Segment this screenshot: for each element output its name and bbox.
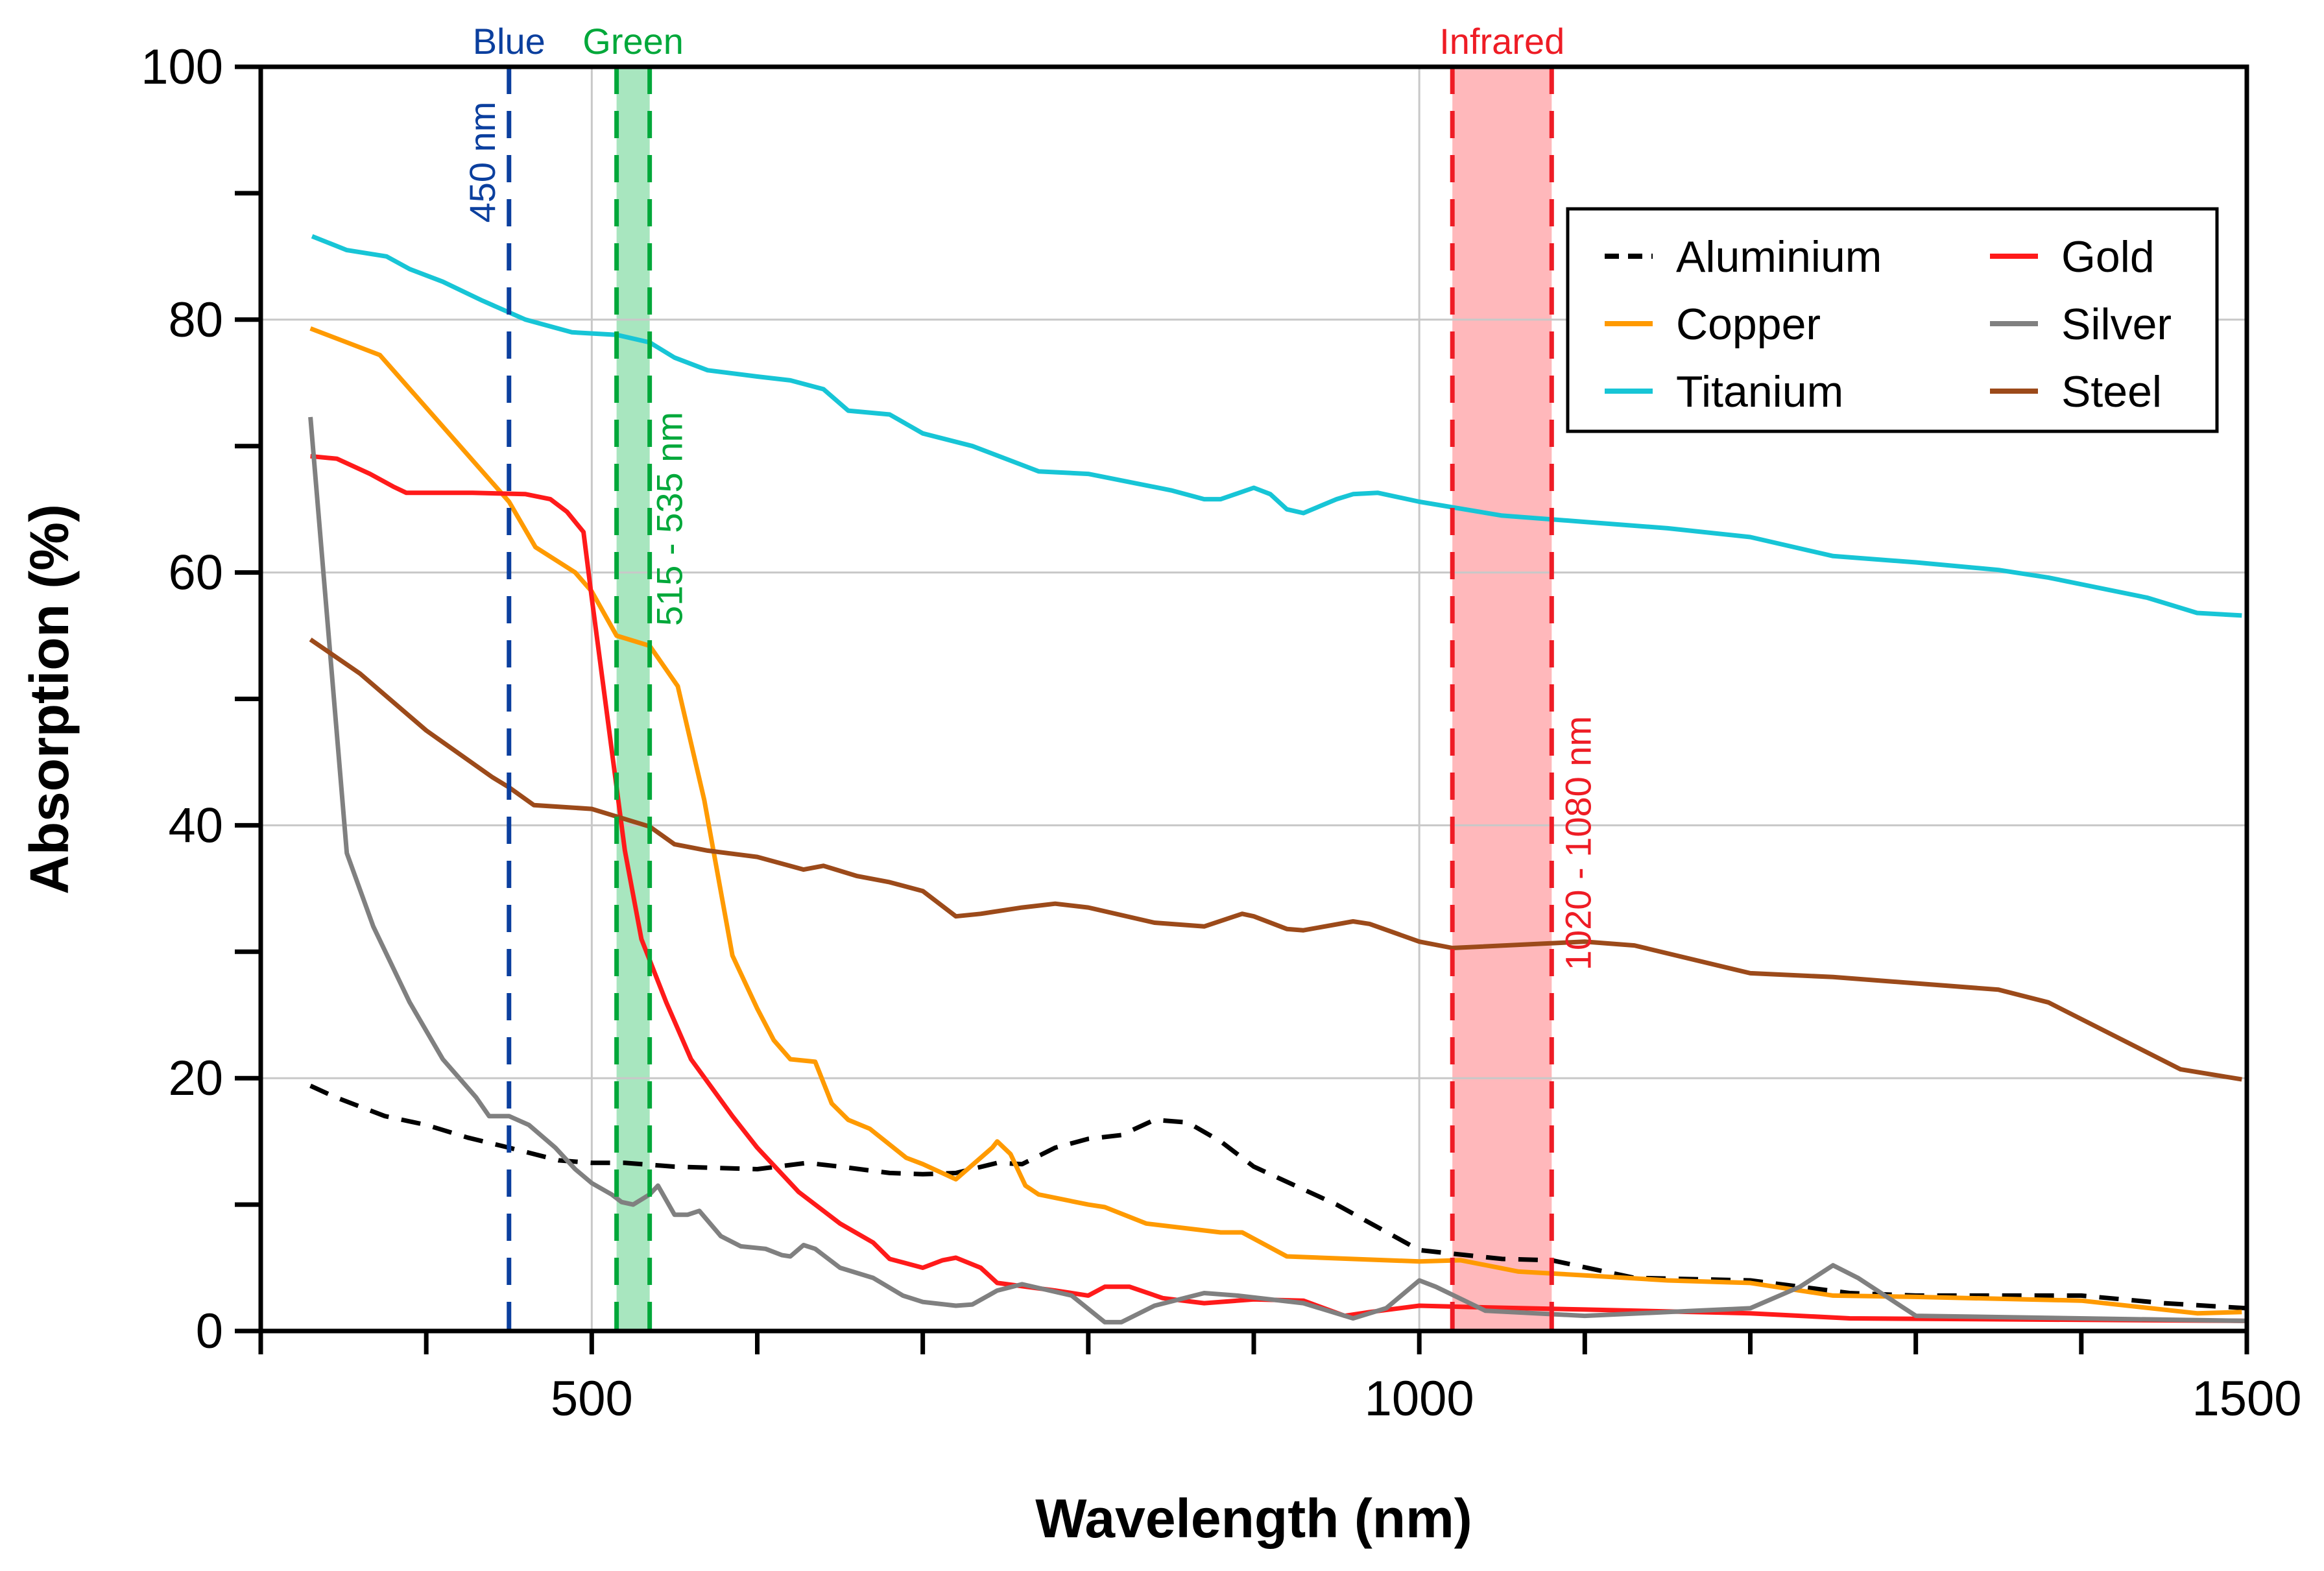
- infrared-band-label: Infrared: [1439, 21, 1564, 62]
- x-tick-label: 1000: [1365, 1371, 1474, 1426]
- series-line-copper: [309, 326, 2242, 1316]
- series-line-silver: [308, 416, 2247, 1325]
- y-axis-label: Absorption (%): [19, 504, 80, 894]
- blue-range-label: 450 nm: [462, 102, 503, 223]
- legend-label-steel: Steel: [2061, 367, 2162, 416]
- x-tick-label: 500: [551, 1371, 633, 1426]
- y-tick-label: 40: [168, 798, 223, 853]
- y-tick-label: 0: [196, 1304, 223, 1359]
- legend: Aluminium Copper Titanium Gold Silver Steel: [1566, 207, 2219, 433]
- legend-label-copper: Copper: [1676, 300, 1821, 349]
- y-tick-label: 20: [168, 1051, 223, 1106]
- series-line-titanium: [311, 234, 2242, 618]
- axes: Blue 450 nm Green 515 - 535 nm Infrared 1020 …: [141, 21, 2301, 1426]
- series-line-aluminium: [309, 1083, 2247, 1311]
- legend-box: [1566, 207, 2219, 433]
- infrared-band-fill: [1452, 67, 1552, 1331]
- series-line-gold: [310, 453, 2247, 1323]
- y-tick-label: 80: [168, 293, 223, 348]
- y-tick-label: 60: [168, 546, 223, 601]
- blue-band-label: Blue: [473, 21, 545, 62]
- x-axis-label: Wavelength (nm): [1035, 1488, 1472, 1549]
- wavelength-bands: [616, 67, 1552, 1331]
- green-range-label: 515 - 535 nm: [649, 412, 690, 626]
- legend-label-aluminium: Aluminium: [1676, 232, 1882, 282]
- legend-label-silver: Silver: [2061, 300, 2172, 349]
- legend-label-titanium: Titanium: [1676, 367, 1843, 416]
- legend-label-gold: Gold: [2061, 232, 2155, 282]
- green-band-label: Green: [582, 21, 684, 62]
- series-lines: [308, 234, 2247, 1325]
- series-line-steel: [309, 638, 2242, 1082]
- green-band-fill: [616, 67, 650, 1331]
- y-tick-label: 100: [141, 40, 223, 95]
- infrared-range-label: 1020 - 1080 nm: [1557, 716, 1598, 970]
- x-tick-label: 1500: [2192, 1371, 2301, 1426]
